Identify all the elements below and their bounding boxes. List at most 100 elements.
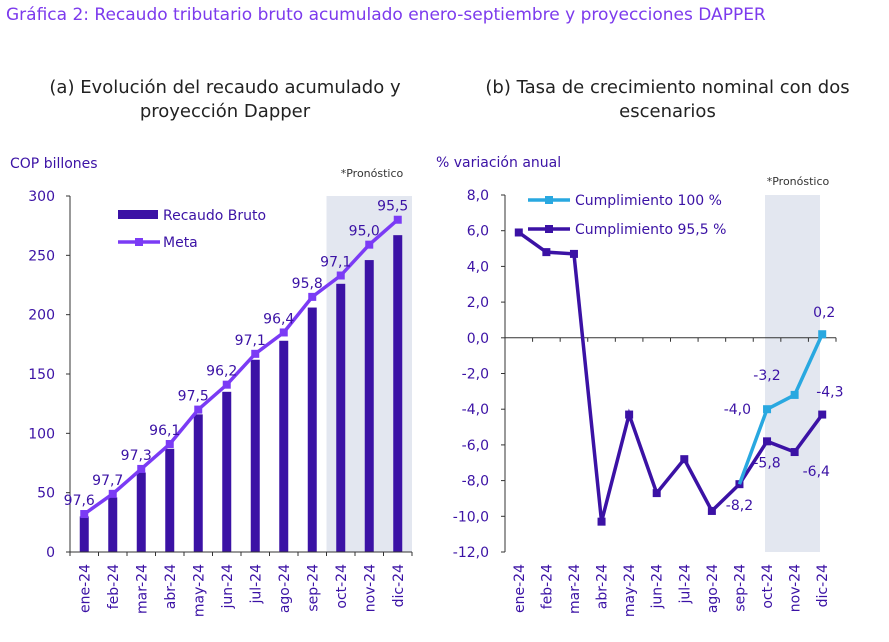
x-tick-label-a: feb-24: [106, 564, 122, 609]
data-label-b: -4,3: [816, 385, 843, 401]
x-tick-label-b: ene-24: [512, 564, 528, 613]
data-label-meta: 96,1: [149, 423, 180, 439]
x-tick-label-a: jul-24: [248, 564, 264, 605]
y-tick-label-a: 150: [28, 367, 55, 383]
series-line-cumplimiento-955: [517, 231, 824, 523]
y-tick-label-b: -8,0: [462, 474, 489, 490]
point-cumplimiento-955: [514, 228, 523, 237]
legend-label-recaudo-bruto: Recaudo Bruto: [163, 208, 266, 224]
x-tick-label-b: sep-24: [732, 564, 748, 612]
point-cumplimiento-955: [652, 489, 661, 498]
y-tick-label-b: 6,0: [467, 224, 489, 240]
point-meta: [336, 271, 345, 280]
y-tick-label-b: -4,0: [462, 402, 489, 418]
x-tick-label-a: may-24: [191, 564, 207, 617]
x-tick-label-b: ago-24: [705, 564, 721, 613]
bar-recaudo-bruto: [165, 448, 175, 552]
bar-recaudo-bruto: [193, 414, 203, 552]
forecast-label-b: *Pronóstico: [767, 175, 830, 188]
legend-marker-cumplimiento-100: [545, 196, 553, 204]
data-label-meta: 95,5: [377, 199, 408, 215]
point-meta: [279, 328, 288, 337]
data-label-b: -4,0: [724, 402, 751, 418]
forecast-band-b: [765, 195, 820, 552]
data-label-b: -5,8: [753, 455, 780, 471]
x-tick-label-b: nov-24: [788, 564, 804, 612]
point-cumplimiento-955: [707, 506, 716, 515]
point-meta: [80, 510, 89, 519]
y-tick-label-a: 100: [28, 426, 55, 442]
point-meta: [251, 349, 260, 358]
x-tick-label-b: mar-24: [567, 564, 583, 614]
bar-recaudo-bruto: [222, 391, 232, 552]
point-meta: [308, 292, 317, 301]
x-tick-label-a: nov-24: [362, 564, 378, 612]
x-tick-label-a: jun-24: [220, 564, 236, 610]
data-label-b: 0,2: [813, 305, 835, 321]
bar-recaudo-bruto: [393, 235, 403, 552]
figure-title: Gráfica 2: Recaudo tributario bruto acum…: [6, 5, 766, 25]
x-tick-label-a: ene-24: [77, 564, 93, 613]
point-cumplimiento-955: [569, 249, 578, 258]
y-tick-label-a: 300: [28, 189, 55, 205]
bar-recaudo-bruto: [336, 283, 346, 552]
x-tick-label-a: abr-24: [163, 564, 179, 609]
data-label-b: -6,4: [803, 464, 830, 480]
point-cumplimiento-955: [790, 448, 799, 457]
bar-recaudo-bruto: [79, 516, 89, 552]
data-label-meta: 97,6: [64, 493, 95, 509]
legend-marker-cumplimiento-955: [545, 225, 553, 233]
point-cumplimiento-955: [597, 517, 606, 526]
x-tick-label-b: abr-24: [595, 564, 611, 609]
y-axis-title-b: % variación anual: [436, 155, 561, 171]
y-tick-label-b: -12,0: [453, 545, 489, 561]
y-tick-label-a: 0: [46, 545, 55, 561]
point-cumplimiento-100: [790, 390, 799, 399]
y-tick-label-a: 250: [28, 248, 55, 264]
legend-marker-meta: [135, 238, 143, 246]
y-tick-label-a: 50: [37, 486, 55, 502]
legend-label-cumplimiento-100: Cumplimiento 100 %: [575, 193, 722, 209]
point-meta: [365, 240, 374, 249]
y-tick-label-b: 4,0: [467, 259, 489, 275]
y-axis-title-a: COP billones: [10, 156, 98, 172]
point-meta: [393, 215, 402, 224]
y-tick-label-b: 2,0: [467, 295, 489, 311]
bar-recaudo-bruto: [279, 340, 289, 552]
data-label-meta: 97,1: [320, 255, 351, 271]
bar-recaudo-bruto: [364, 260, 374, 552]
data-label-meta: 96,2: [206, 364, 237, 380]
x-tick-label-b: dic-24: [815, 564, 831, 607]
point-cumplimiento-100: [763, 405, 772, 414]
data-label-meta: 97,3: [121, 448, 152, 464]
x-tick-label-a: oct-24: [334, 564, 350, 609]
point-meta: [137, 464, 146, 473]
y-tick-label-b: -10,0: [453, 509, 489, 525]
y-tick-label-b: -6,0: [462, 438, 489, 454]
legend-label-cumplimiento-955: Cumplimiento 95,5 %: [575, 222, 726, 238]
point-meta: [108, 489, 117, 498]
x-tick-label-b: jul-24: [677, 564, 693, 605]
point-meta: [222, 380, 231, 389]
point-meta: [165, 440, 174, 449]
x-tick-label-b: may-24: [622, 564, 638, 617]
forecast-label-a: *Pronóstico: [341, 167, 404, 180]
series-line-meta: [83, 218, 399, 516]
data-label-meta: 95,0: [349, 224, 380, 240]
data-label-meta: 95,8: [292, 276, 323, 292]
point-cumplimiento-955: [680, 455, 689, 464]
bar-recaudo-bruto: [250, 359, 260, 552]
x-tick-label-a: ago-24: [277, 564, 293, 613]
data-label-meta: 97,1: [235, 333, 266, 349]
y-tick-label-b: 8,0: [467, 188, 489, 204]
x-tick-label-a: dic-24: [391, 564, 407, 607]
bar-recaudo-bruto: [108, 497, 118, 552]
x-tick-label-b: oct-24: [760, 564, 776, 609]
bar-recaudo-bruto: [136, 472, 146, 552]
y-tick-label-a: 200: [28, 308, 55, 324]
data-label-meta: 97,5: [178, 389, 209, 405]
x-tick-label-a: sep-24: [305, 564, 321, 612]
legend-swatch-recaudo-bruto: [118, 210, 158, 219]
point-meta: [194, 405, 203, 414]
data-label-meta: 96,4: [263, 311, 294, 327]
